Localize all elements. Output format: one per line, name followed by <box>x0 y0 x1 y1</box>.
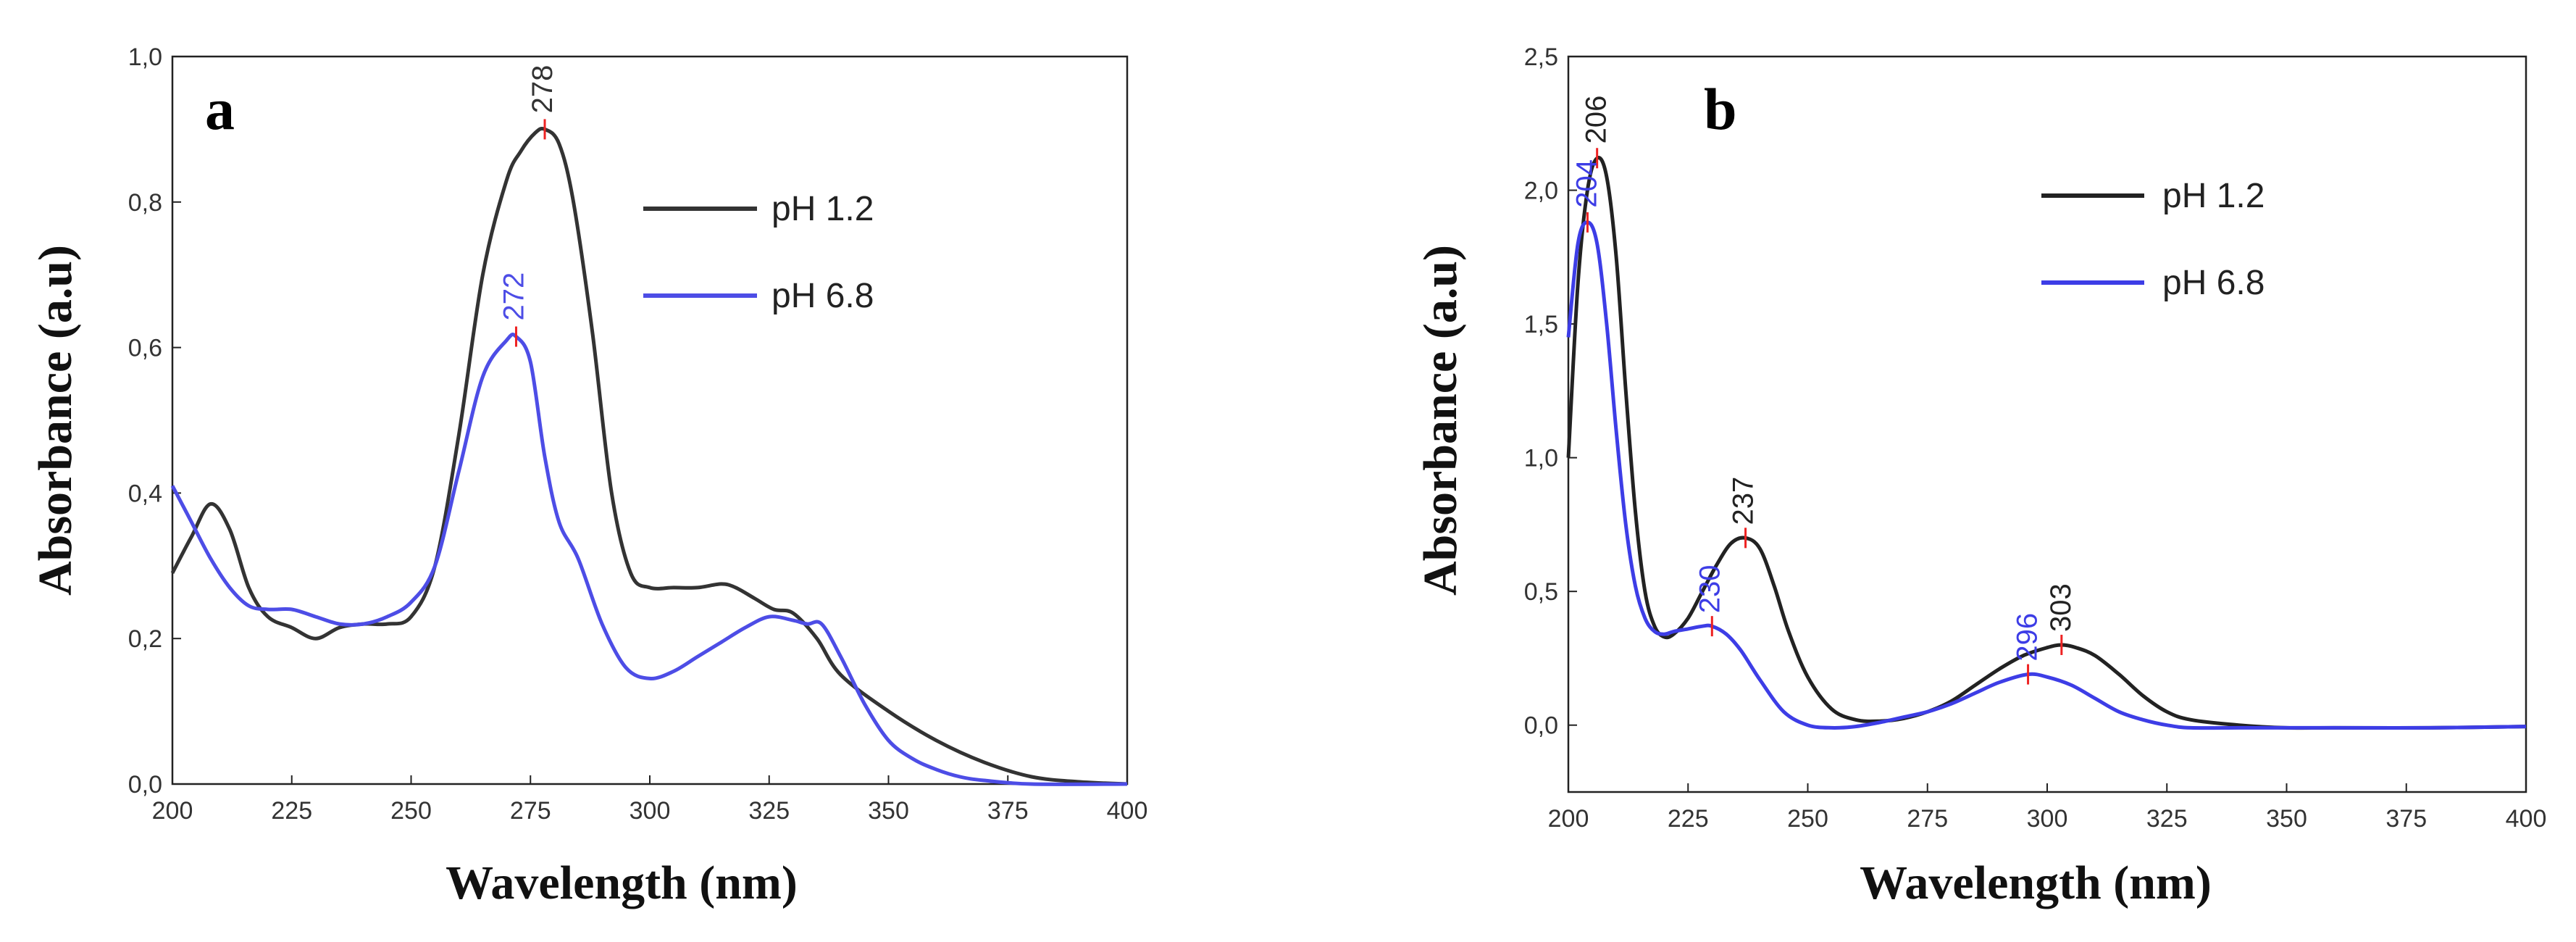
panel-b-y-tick-label: 0,0 <box>1524 712 1558 740</box>
panel-b-x-tick-label: 275 <box>1907 805 1948 833</box>
panel-a-y-tick-label: 0,6 <box>128 335 162 362</box>
panel-a-series-ph-6-8-line <box>170 333 1128 786</box>
panel-b-y-tick-label: 1,5 <box>1524 311 1558 338</box>
panel-b-peak-label: 230 <box>1694 564 1726 613</box>
panel-b-peak-label: 237 <box>1728 477 1760 525</box>
panel-a-x-tick-label: 275 <box>510 797 551 825</box>
panel-a-y-tick-label: 0,8 <box>128 189 162 217</box>
panel-b-x-tick-label: 225 <box>1668 805 1709 833</box>
panel-b-x-tick-label: 350 <box>2266 805 2307 833</box>
panel-a-x-tick-label: 200 <box>152 797 193 825</box>
panel-a-y-axis-title: Absorbance (a.u) <box>29 245 82 596</box>
panel-a-x-tick-label: 225 <box>271 797 312 825</box>
panel-a-x-axis-title: Wavelength (nm) <box>446 856 798 909</box>
panel-a-x-tick-label: 350 <box>868 797 909 825</box>
panel-b-series-ph-1-2-line <box>1566 156 2527 730</box>
panel-b-x-tick-label: 400 <box>2506 805 2547 833</box>
panel-b-y-tick-label: 1,0 <box>1524 445 1558 472</box>
panel-b-legend-label: pH 6.8 <box>2162 264 2265 302</box>
panel-b-x-tick-label: 250 <box>1787 805 1828 833</box>
panel-b-x-tick-label: 325 <box>2146 805 2188 833</box>
panel-b-y-tick-label: 2,0 <box>1524 178 1558 205</box>
panel-a-x-tick-label: 250 <box>390 797 432 825</box>
panel-a-y-tick-label: 0,2 <box>128 625 162 653</box>
panel-b-x-tick-label: 375 <box>2385 805 2427 833</box>
panel-a-x-tick-label: 300 <box>630 797 671 825</box>
panel-a-y-tick-label: 0,4 <box>128 480 162 507</box>
panel-a-peak-label: 278 <box>527 65 559 114</box>
panel-a-peak-label: 272 <box>498 272 530 321</box>
panel-b-x-axis-title: Wavelength (nm) <box>1860 856 2212 909</box>
panel-b-legend-label: pH 1.2 <box>2162 177 2265 215</box>
panel-a-x-tick-label: 375 <box>987 797 1029 825</box>
panel-b-x-tick-label: 300 <box>2027 805 2068 833</box>
panel-b-y-tick-label: 0,5 <box>1524 578 1558 606</box>
panel-b-x-tick-label: 200 <box>1548 805 1589 833</box>
panel-a-x-tick-label: 400 <box>1107 797 1148 825</box>
panel-b-peak-label: 206 <box>1581 96 1613 144</box>
panel-a-x-tick-label: 325 <box>748 797 790 825</box>
panel-a-y-tick-label: 1,0 <box>128 43 162 71</box>
panel-a-plot-frame <box>171 55 1129 785</box>
panel-b-y-tick-label: 2,5 <box>1524 43 1558 71</box>
panel-b-peak-label: 303 <box>2045 583 2077 632</box>
panel-b-y-axis-title: Absorbance (a.u) <box>1414 245 1467 596</box>
panel-a-letter: a <box>205 76 235 142</box>
panel-a-legend-label: pH 6.8 <box>771 277 874 315</box>
panel-b-letter: b <box>1704 76 1737 142</box>
panel-a-legend-label: pH 1.2 <box>771 190 874 228</box>
panel-b-peak-label: 204 <box>1571 159 1602 208</box>
panel-b-peak-label: 296 <box>2012 613 2044 662</box>
panel-b-plot-frame <box>1567 55 2527 793</box>
panel-a-y-tick-label: 0,0 <box>128 771 162 799</box>
panel-b-series-ph-6-8-line <box>1566 220 2527 730</box>
panel-b: Absorbance (a.u) Wavelength (nm) b 200 22… <box>1414 43 2546 909</box>
panel-a: Absorbance (a.u) Wavelength (nm) a 200 22… <box>29 43 1147 909</box>
panel-a-series-ph-1-2-line <box>170 126 1128 786</box>
